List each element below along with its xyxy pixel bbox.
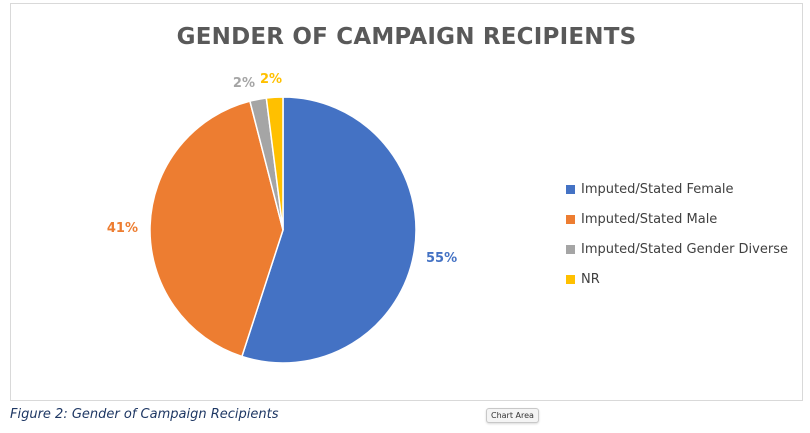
figure-caption: Figure 2: Gender of Campaign Recipients — [10, 407, 279, 422]
data-label-1: 55% — [426, 251, 457, 266]
legend-label: NR — [581, 271, 600, 287]
legend-item-1[interactable]: Imputed/Stated Female — [566, 174, 788, 204]
chart-area[interactable]: GENDER OF CAMPAIGN RECIPIENTS 55% 41% 2% 2%… — [10, 3, 803, 401]
legend-item-2[interactable]: Imputed/Stated Male — [566, 204, 788, 234]
legend-label: Imputed/Stated Female — [581, 181, 734, 197]
pie-slice-1[interactable] — [240, 96, 417, 364]
chart-title: GENDER OF CAMPAIGN RECIPIENTS — [176, 24, 637, 50]
pie-chart: 55% 41% 2% 2% — [107, 72, 457, 364]
legend-swatch — [566, 184, 575, 194]
pie-slice-2[interactable] — [149, 100, 284, 358]
legend-swatch — [566, 214, 575, 224]
data-label-3: 2% — [233, 76, 255, 91]
data-label-4: 2% — [260, 72, 282, 87]
legend-swatch — [566, 274, 575, 284]
chart-area-tooltip: Chart Area — [486, 408, 539, 423]
legend-item-4[interactable]: NR — [566, 264, 788, 294]
legend-swatch — [566, 244, 575, 254]
chart-legend: Imputed/Stated Female Imputed/Stated Male… — [566, 174, 788, 294]
pie-slice-4[interactable] — [265, 96, 284, 231]
legend-item-3[interactable]: Imputed/Stated Gender Diverse — [566, 234, 788, 264]
legend-label: Imputed/Stated Gender Diverse — [581, 241, 788, 257]
data-label-2: 41% — [107, 221, 138, 236]
legend-label: Imputed/Stated Male — [581, 211, 718, 227]
